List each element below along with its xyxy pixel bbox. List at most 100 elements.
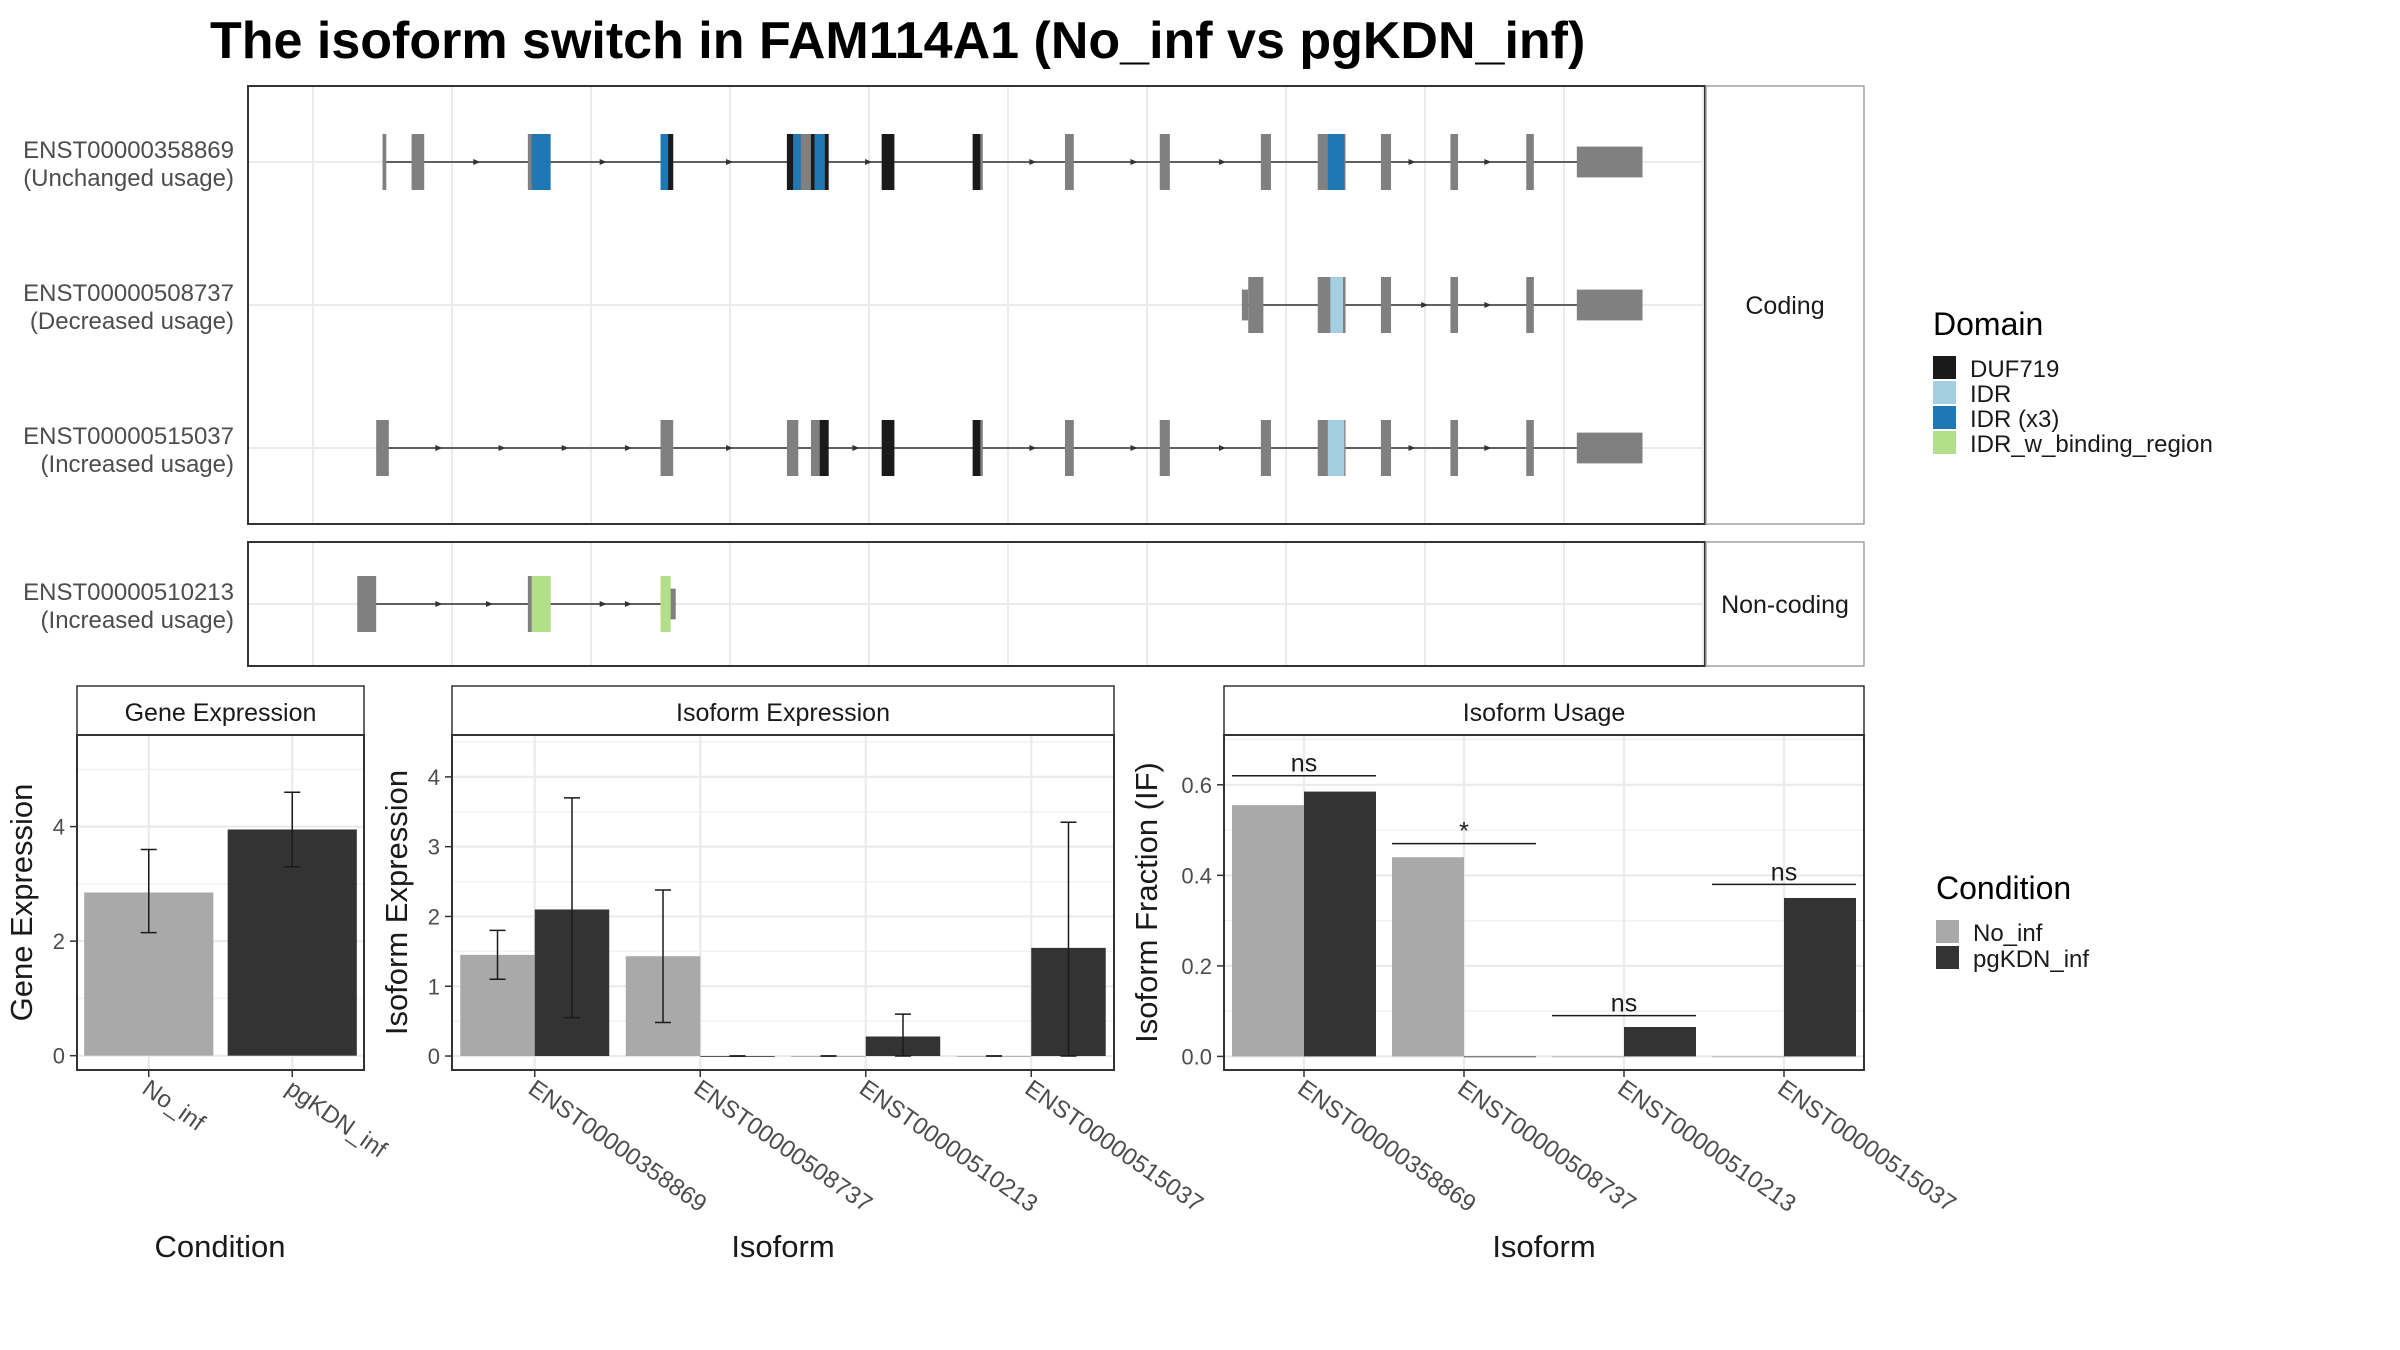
legend-label-idr-binding: IDR_w_binding_region (1970, 431, 2213, 458)
domain-idr-x3- (660, 134, 669, 190)
intron-direction-arrow (1218, 159, 1226, 165)
legend-swatch-pgkdn-inf (1936, 946, 1959, 969)
intron-direction-arrow (1484, 445, 1492, 451)
transcript-usage-label: (Decreased usage) (30, 308, 234, 335)
intron-direction-arrow (599, 159, 607, 165)
x-axis-title: Isoform (1492, 1229, 1595, 1264)
domain-duf719 (786, 134, 794, 190)
bar (1784, 897, 1856, 1057)
intron-direction-arrow (726, 159, 734, 165)
exon (1450, 277, 1459, 333)
exon (1576, 289, 1643, 321)
bar (1464, 1056, 1536, 1058)
exon (1576, 146, 1643, 178)
bar (1392, 857, 1464, 1057)
condition-legend: Condition No_inf pgKDN_inf (1936, 870, 2089, 973)
x-tick-label: ENST00000515037 (1020, 1075, 1208, 1218)
y-tick-label: 2 (428, 904, 440, 929)
exon (1450, 420, 1459, 476)
chart-title: Isoform Usage (1463, 699, 1626, 727)
intron-direction-arrow (1029, 445, 1037, 451)
y-tick-label: 0 (53, 1044, 65, 1069)
bar (1232, 805, 1304, 1057)
strip-coding (1705, 85, 1865, 525)
y-tick-label: 3 (428, 835, 440, 860)
structure-panel: ENST00000358869(Unchanged usage) ENST0000… (23, 85, 1865, 667)
strip-noncoding-label: Non-coding (1721, 591, 1849, 619)
exon (1260, 134, 1271, 190)
legend-label-duf719: DUF719 (1970, 356, 2059, 383)
significance-label: ns (1611, 990, 1637, 1018)
exon (1064, 420, 1074, 476)
error-bar (489, 929, 506, 981)
exon (660, 420, 674, 476)
significance-label: ns (1291, 750, 1317, 778)
intron-direction-arrow (726, 445, 734, 451)
exon (1526, 420, 1534, 476)
exon (1241, 289, 1249, 321)
legend-swatch-no-inf (1936, 920, 1959, 943)
intron-direction-arrow (435, 601, 443, 607)
structure-panel-border (247, 541, 1706, 667)
domain-idr-x3- (793, 134, 801, 190)
y-axis-title: Isoform Fraction (IF) (1129, 762, 1164, 1043)
structure-noncoding-facet (247, 541, 1706, 667)
legend-label-pgkdn-inf: pgKDN_inf (1973, 946, 2089, 973)
error-bar (284, 791, 301, 868)
domain-duf719 (972, 134, 981, 190)
error-bar (655, 889, 672, 1024)
domain-duf719 (881, 134, 895, 190)
intron-direction-arrow (1421, 302, 1429, 308)
exon (1576, 432, 1643, 464)
transcript-usage-label: (Unchanged usage) (23, 165, 234, 192)
intron-direction-arrow (1218, 445, 1226, 451)
x-axis-title: Isoform (731, 1229, 834, 1264)
domain-legend-title: Domain (1933, 306, 2043, 342)
structure-coding-facet (247, 85, 1706, 525)
exon (1159, 420, 1170, 476)
exon (411, 134, 425, 190)
intron-direction-arrow (624, 445, 632, 451)
y-tick-label: 0.0 (1181, 1044, 1212, 1069)
intron-direction-arrow (1484, 302, 1492, 308)
legend-swatch-idr (1933, 381, 1956, 404)
x-tick-label: No_inf (137, 1075, 210, 1137)
domain-legend: Domain DUF719 IDR IDR (x3) IDR_w_binding… (1933, 306, 2213, 458)
bar (1624, 1026, 1696, 1057)
x-axis-title: Condition (155, 1229, 286, 1264)
intron-direction-arrow (435, 445, 443, 451)
domain-idr (1330, 277, 1344, 333)
y-tick-label: 2 (53, 929, 65, 954)
domain-duf719 (668, 134, 674, 190)
intron-direction-arrow (1408, 159, 1416, 165)
legend-label-no-inf: No_inf (1973, 920, 2043, 947)
intron-direction-arrow (1130, 159, 1138, 165)
intron-direction-arrow (1484, 159, 1492, 165)
significance-label: * (1459, 818, 1469, 846)
isoform-usage-chart: Isoform Usage ns * ns ns 0.0 0.2 0.4 0.6 ENST0000… (1129, 685, 1961, 1264)
transcript-id-label: ENST00000510213 (23, 579, 234, 606)
y-axis-title: Isoform Expression (379, 770, 414, 1035)
significance-label: ns (1771, 858, 1797, 886)
error-bar (894, 1013, 911, 1057)
intron-direction-arrow (498, 445, 506, 451)
intron-direction-arrow (852, 445, 860, 451)
error-bar (563, 797, 580, 1019)
bar (1552, 1056, 1624, 1058)
transcript-id-label: ENST00000515037 (23, 423, 234, 450)
figure-title: The isoform switch in FAM114A1 (No_inf v… (210, 12, 1585, 70)
exon (1260, 420, 1271, 476)
domain-idr (1327, 420, 1345, 476)
transcript-usage-label: (Increased usage) (41, 607, 234, 634)
y-tick-label: 0.6 (1181, 773, 1212, 798)
y-tick-label: 4 (428, 765, 440, 790)
gene-expression-chart: Gene Expression 0 2 4 No_inf pgKDN_inf Conditi… (4, 685, 392, 1264)
exon (376, 420, 389, 476)
legend-label-idr-x3: IDR (x3) (1970, 406, 2059, 433)
x-tick-label: ENST00000510213 (854, 1075, 1042, 1218)
legend-swatch-idr-binding (1933, 431, 1956, 454)
chart-panel-border (76, 734, 365, 1071)
domain-idr-x3- (531, 134, 551, 190)
x-tick-label: ENST00000515037 (1773, 1075, 1961, 1218)
exon (1526, 277, 1534, 333)
